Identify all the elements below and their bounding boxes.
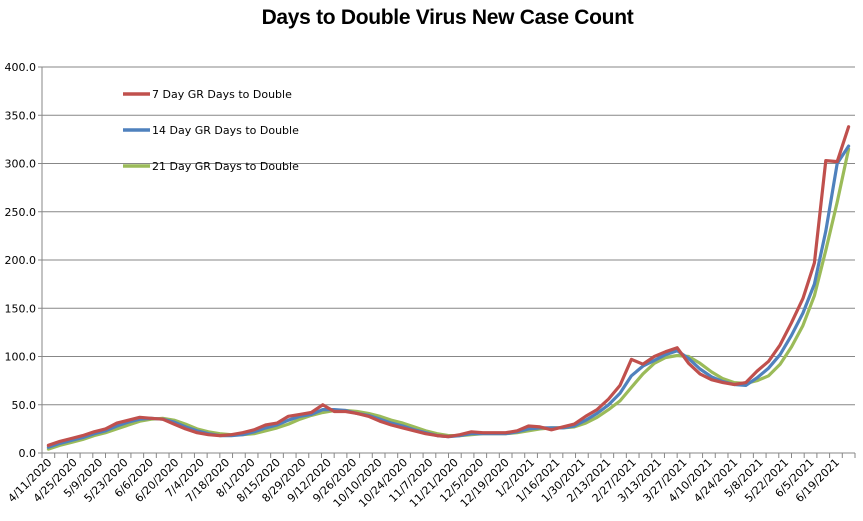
series-line [46,125,851,447]
y-tick-label: 400.0 [5,61,37,74]
gridlines [42,66,855,406]
x-axis-ticks: 4/11/20204/25/20205/9/20205/23/20206/6/2… [5,453,856,510]
y-tick-label: 300.0 [5,158,37,171]
series-line [46,147,851,451]
legend-label: 21 Day GR Days to Double [152,160,299,173]
y-tick-label: 50.0 [12,399,37,412]
y-tick-label: 0.0 [19,447,37,460]
legend-label: 14 Day GR Days to Double [152,124,299,137]
y-axis-ticks: 0.0 50.0 100.0 150.0 200.0 250.0 300.0 350.0 400… [5,61,42,460]
data-lines [46,125,851,451]
y-tick-label: 250.0 [5,206,37,219]
series-line [46,144,851,449]
y-tick-label: 100.0 [5,351,37,364]
legend-label: 7 Day GR Days to Double [152,88,292,101]
legend: 7 Day GR Days to Double 14 Day GR Days to… [123,88,299,173]
y-tick-label: 200.0 [5,254,37,267]
chart-title: Days to Double Virus New Case Count [261,6,634,29]
y-tick-label: 150.0 [5,302,37,315]
y-tick-label: 350.0 [5,109,37,122]
